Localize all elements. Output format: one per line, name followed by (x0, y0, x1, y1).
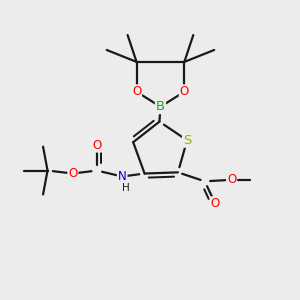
Text: O: O (68, 167, 77, 180)
Text: O: O (132, 85, 141, 98)
Text: O: O (180, 85, 189, 98)
Text: O: O (92, 139, 101, 152)
Text: O: O (227, 173, 236, 186)
Text: O: O (211, 197, 220, 210)
Text: N: N (118, 170, 127, 183)
Text: B: B (156, 100, 165, 113)
Text: H: H (122, 183, 130, 193)
Text: S: S (183, 134, 191, 147)
